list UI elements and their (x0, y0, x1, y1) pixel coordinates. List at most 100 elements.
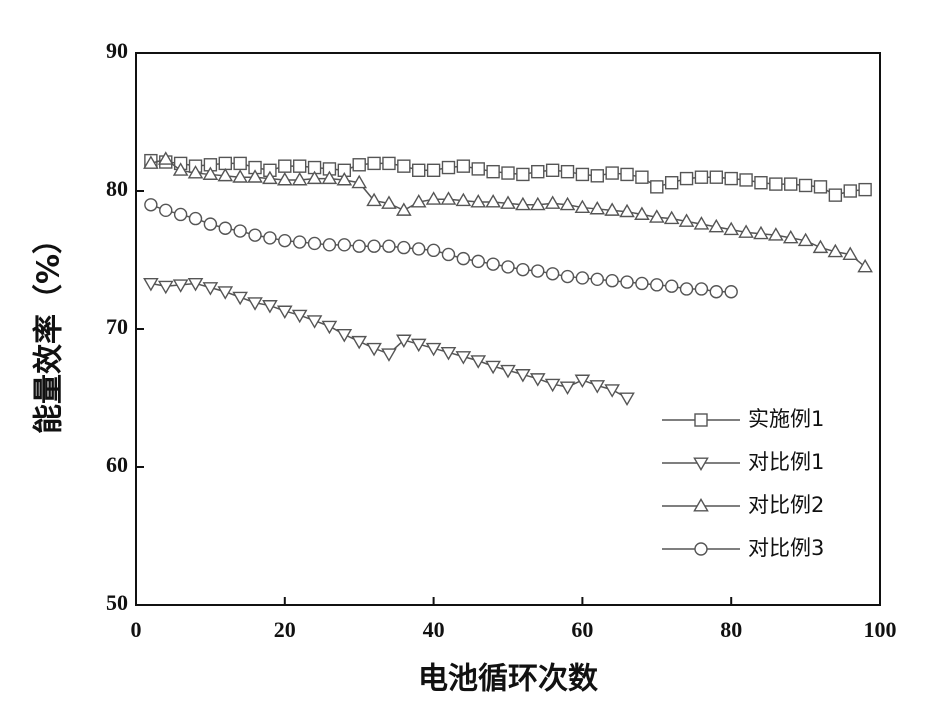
data-point (800, 179, 812, 191)
data-point (532, 166, 544, 178)
data-point (397, 204, 410, 215)
data-point (606, 275, 618, 287)
data-point (785, 178, 797, 190)
data-point (442, 193, 455, 204)
data-point (591, 273, 603, 285)
data-point (546, 197, 559, 208)
data-point (145, 199, 157, 211)
data-point (814, 181, 826, 193)
data-point (651, 181, 663, 193)
data-point (159, 281, 172, 292)
data-point (576, 375, 589, 386)
data-point (428, 164, 440, 176)
x-axis-label: 电池循环次数 (418, 662, 599, 697)
x-tick-label: 0 (131, 617, 142, 642)
data-point (770, 178, 782, 190)
data-point (487, 195, 500, 206)
data-point (710, 286, 722, 298)
legend-marker (695, 543, 707, 555)
data-point (293, 310, 306, 321)
data-point (844, 185, 856, 197)
data-point (457, 253, 469, 265)
data-point (294, 160, 306, 172)
data-point (428, 244, 440, 256)
data-point (636, 277, 648, 289)
x-tick-label: 20 (274, 617, 296, 642)
data-point (814, 241, 827, 252)
data-point (725, 173, 737, 185)
data-point (666, 177, 678, 189)
data-point (725, 286, 737, 298)
x-tick-label: 100 (864, 617, 897, 642)
data-point (606, 167, 618, 179)
data-point (472, 163, 484, 175)
data-point (472, 356, 485, 367)
data-point (234, 225, 246, 237)
legend-label: 实施例1 (748, 407, 824, 431)
data-point (323, 239, 335, 251)
y-axis-label: 能量效率（%） (32, 224, 67, 434)
y-tick-label: 90 (106, 38, 128, 63)
data-point (338, 330, 351, 341)
data-point (338, 239, 350, 251)
data-point (561, 382, 574, 393)
data-point (532, 265, 544, 277)
legend-label: 对比例3 (748, 536, 824, 560)
data-point (547, 268, 559, 280)
data-point (695, 283, 707, 295)
x-tick-label: 40 (423, 617, 445, 642)
data-point (204, 218, 216, 230)
plot-frame (136, 53, 880, 605)
data-point (398, 242, 410, 254)
data-point (368, 157, 380, 169)
data-point (413, 243, 425, 255)
data-point (442, 162, 454, 174)
data-point (531, 374, 544, 385)
data-point (219, 157, 231, 169)
data-point (279, 235, 291, 247)
x-tick-label: 80 (720, 617, 742, 642)
data-point (562, 166, 574, 178)
data-point (413, 164, 425, 176)
data-point (353, 240, 365, 252)
data-point (710, 171, 722, 183)
legend-label: 对比例2 (748, 493, 824, 517)
legend-marker (694, 458, 707, 469)
data-point (576, 168, 588, 180)
data-point (190, 213, 202, 225)
data-point (175, 208, 187, 220)
x-tick-label: 60 (571, 617, 593, 642)
data-point (219, 222, 231, 234)
data-point (666, 280, 678, 292)
data-point (606, 385, 619, 396)
data-point (279, 160, 291, 172)
data-point (160, 204, 172, 216)
data-point (829, 189, 841, 201)
data-point (368, 240, 380, 252)
data-point (859, 260, 872, 271)
data-point (591, 170, 603, 182)
data-point (234, 292, 247, 303)
data-point (309, 237, 321, 249)
data-point (695, 171, 707, 183)
legend-marker (694, 499, 707, 510)
data-point (755, 177, 767, 189)
data-point (859, 184, 871, 196)
legend-marker (695, 414, 707, 426)
legend-label: 对比例1 (748, 450, 824, 474)
y-tick-label: 60 (106, 452, 128, 477)
data-point (620, 393, 633, 404)
data-point (383, 240, 395, 252)
data-point (681, 283, 693, 295)
data-point (234, 157, 246, 169)
data-point (621, 168, 633, 180)
data-point (383, 157, 395, 169)
data-point (487, 258, 499, 270)
data-point (398, 160, 410, 172)
data-point (263, 301, 276, 312)
data-point (547, 164, 559, 176)
data-point (576, 272, 588, 284)
data-point (457, 160, 469, 172)
